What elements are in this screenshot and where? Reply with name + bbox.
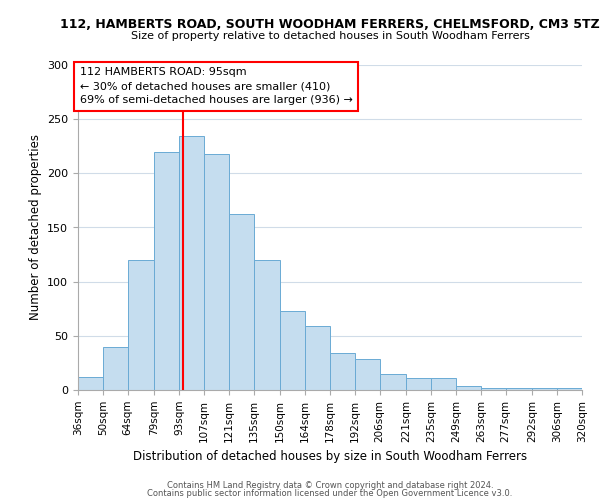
- Bar: [481, 388, 506, 390]
- Bar: [330, 353, 355, 390]
- Bar: [406, 378, 431, 390]
- Bar: [78, 377, 103, 390]
- Text: Contains public sector information licensed under the Open Government Licence v3: Contains public sector information licen…: [148, 489, 512, 498]
- Bar: [229, 214, 254, 390]
- Text: Size of property relative to detached houses in South Woodham Ferrers: Size of property relative to detached ho…: [131, 31, 529, 41]
- Bar: [179, 136, 204, 390]
- Text: 112 HAMBERTS ROAD: 95sqm
← 30% of detached houses are smaller (410)
69% of semi-: 112 HAMBERTS ROAD: 95sqm ← 30% of detach…: [80, 67, 353, 105]
- Bar: [431, 378, 456, 390]
- Bar: [103, 346, 128, 390]
- Bar: [355, 358, 380, 390]
- X-axis label: Distribution of detached houses by size in South Woodham Ferrers: Distribution of detached houses by size …: [133, 450, 527, 463]
- Bar: [204, 154, 229, 390]
- Bar: [154, 152, 179, 390]
- Bar: [557, 388, 582, 390]
- Bar: [254, 260, 280, 390]
- Bar: [506, 388, 532, 390]
- Text: Contains HM Land Registry data © Crown copyright and database right 2024.: Contains HM Land Registry data © Crown c…: [167, 481, 493, 490]
- Bar: [305, 326, 330, 390]
- Y-axis label: Number of detached properties: Number of detached properties: [29, 134, 41, 320]
- Bar: [280, 311, 305, 390]
- Bar: [380, 374, 406, 390]
- Text: 112, HAMBERTS ROAD, SOUTH WOODHAM FERRERS, CHELMSFORD, CM3 5TZ: 112, HAMBERTS ROAD, SOUTH WOODHAM FERRER…: [60, 18, 600, 30]
- Bar: [456, 386, 481, 390]
- Bar: [128, 260, 154, 390]
- Bar: [532, 388, 557, 390]
